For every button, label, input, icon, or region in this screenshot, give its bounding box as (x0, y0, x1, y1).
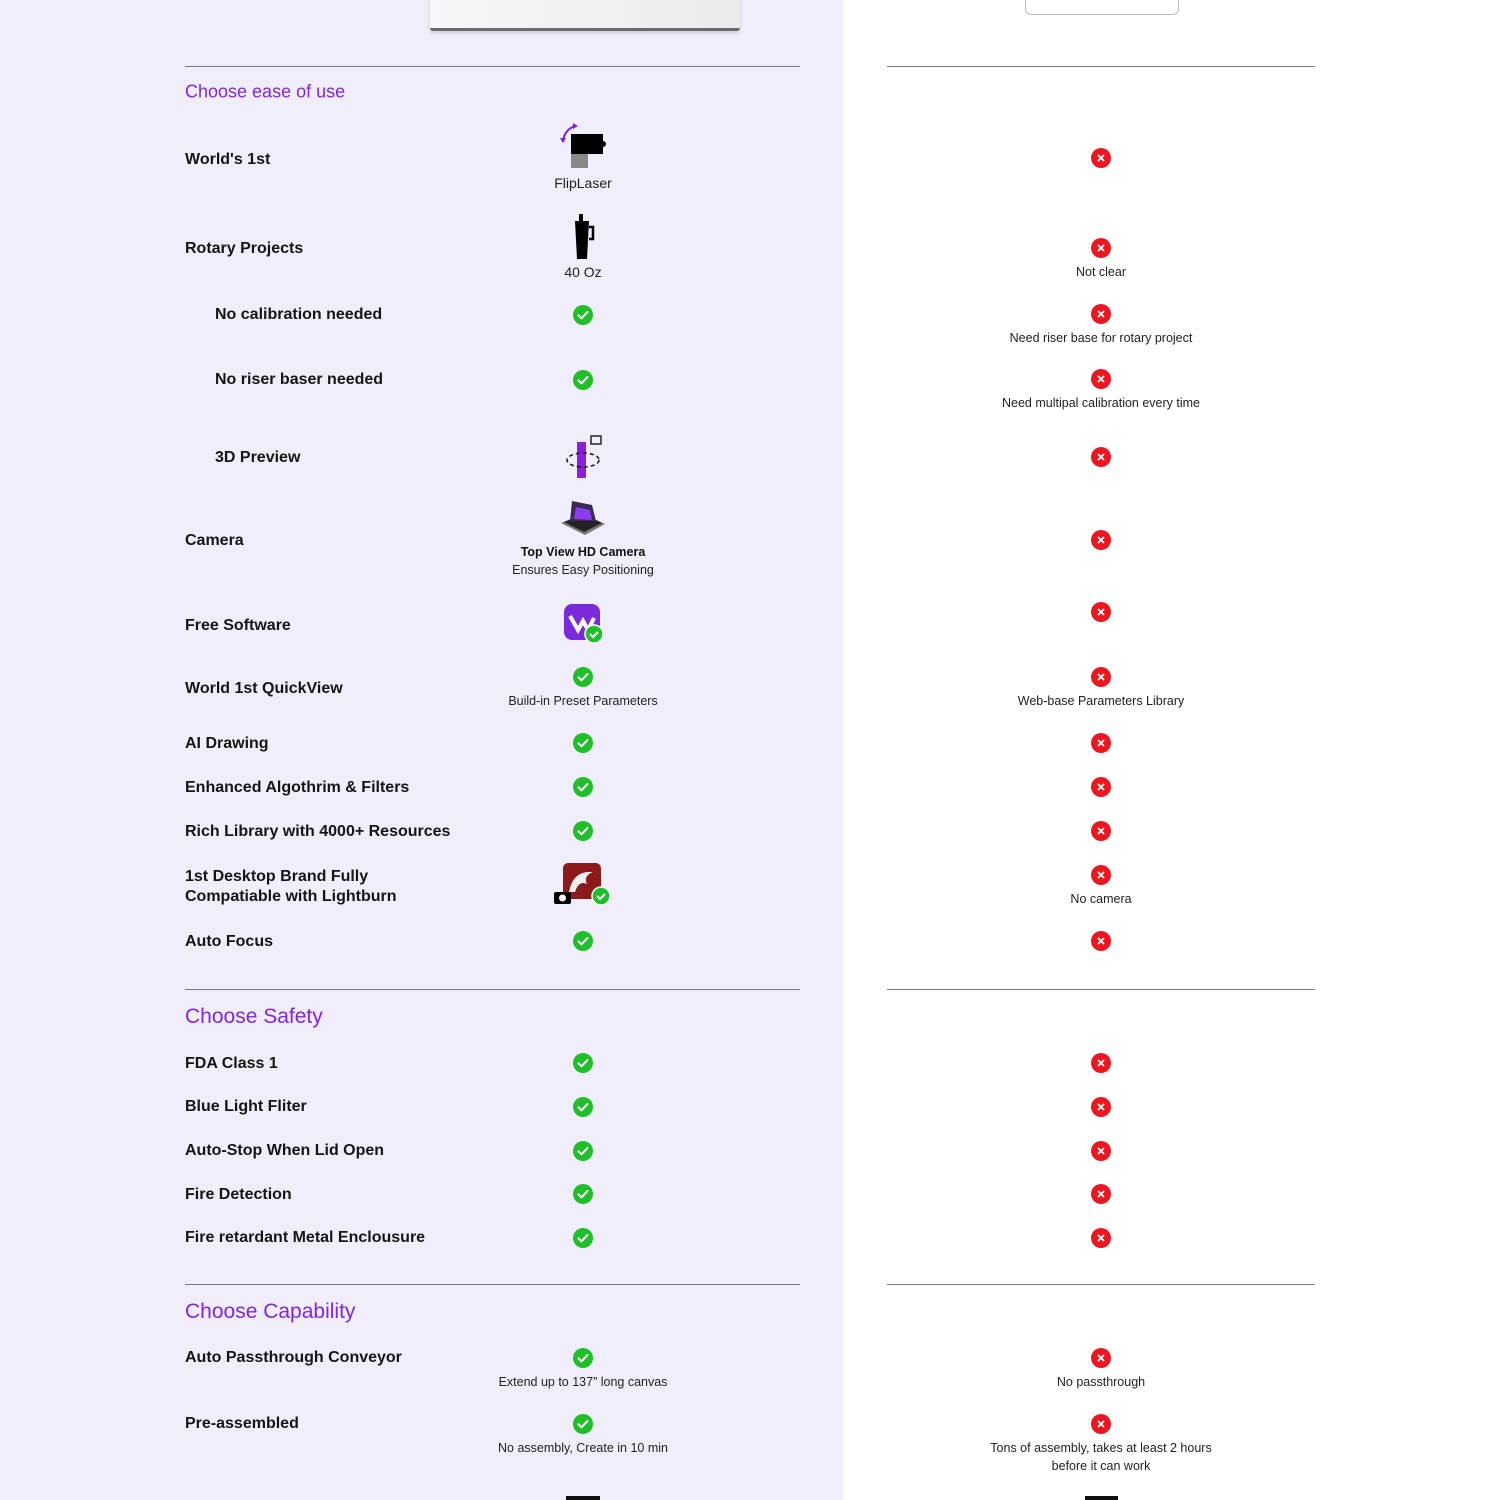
row-label: Free Software (185, 617, 291, 634)
row-label: No riser baser needed (215, 371, 384, 388)
row-label: 1st Desktop Brand Fully (185, 868, 369, 885)
competitor-note-line2: before it can work (1051, 1459, 1151, 1473)
section-divider (887, 1284, 1315, 1285)
3d-preview-icon (561, 434, 605, 480)
competitor-product-image (1025, 0, 1179, 15)
fliplaser-icon (558, 122, 608, 172)
cross-icon (1091, 1097, 1111, 1117)
check-icon (573, 1097, 593, 1117)
feature-note: No assembly, Create in 10 min (498, 1441, 668, 1455)
competitor-note: No passthrough (1056, 1375, 1146, 1389)
cross-icon (1091, 733, 1111, 753)
camera-lid-icon (558, 497, 608, 537)
cross-icon (1091, 1348, 1111, 1368)
section-divider (185, 66, 800, 67)
section-divider (887, 66, 1315, 67)
cross-icon (1091, 1053, 1111, 1073)
cross-icon (1091, 447, 1111, 467)
feature-note: Extend up to 137” long canvas (498, 1375, 668, 1389)
featured-product-panel (0, 0, 843, 1500)
cross-icon (1091, 777, 1111, 797)
competitor-note: Tons of assembly, takes at least 2 hours (990, 1441, 1212, 1455)
competitor-note: Web-base Parameters Library (1017, 694, 1185, 708)
section-divider (185, 989, 800, 990)
row-label: Auto Passthrough Conveyor (185, 1349, 402, 1366)
check-icon (573, 1184, 593, 1204)
row-label: Fire retardant Metal Enclousure (185, 1229, 426, 1246)
row-label: FDA Class 1 (185, 1055, 278, 1072)
check-icon (573, 1348, 593, 1368)
row-label: Auto-Stop When Lid Open (185, 1142, 385, 1159)
check-icon (573, 1414, 593, 1434)
cross-icon (1091, 602, 1111, 622)
check-icon (573, 777, 593, 797)
check-icon (573, 370, 593, 390)
feature-title: Top View HD Camera (520, 545, 646, 559)
row-label: Enhanced Algothrim & Filters (185, 779, 410, 796)
cross-icon (1091, 1141, 1111, 1161)
feature-note: Build-in Preset Parameters (508, 694, 658, 708)
row-label: Fire Detection (185, 1186, 292, 1203)
check-icon (573, 667, 593, 687)
cross-icon (1091, 304, 1111, 324)
row-label: AI Drawing (185, 735, 269, 752)
row-label: Auto Focus (185, 933, 273, 950)
check-icon (573, 821, 593, 841)
tumbler-icon (568, 213, 598, 261)
row-label: No calibration needed (215, 306, 383, 323)
row-label: Rotary Projects (185, 240, 304, 257)
lightburn-icon (553, 862, 613, 906)
row-label: Rich Library with 4000+ Resources (185, 823, 451, 840)
cross-icon (1091, 1228, 1111, 1248)
row-label: Pre-assembled (185, 1415, 299, 1432)
section-divider (887, 989, 1315, 990)
cross-icon (1091, 667, 1111, 687)
row-label: 3D Preview (215, 449, 301, 466)
cross-icon (1091, 238, 1111, 258)
competitor-note: No camera (1070, 892, 1132, 906)
cross-icon (1091, 369, 1111, 389)
section-heading: Choose Capability (185, 1300, 356, 1323)
next-row-icon (566, 1496, 600, 1500)
row-label: Camera (185, 532, 244, 549)
row-label-line2: Compatiable with Lightburn (185, 888, 397, 905)
row-label: World 1st QuickView (185, 680, 343, 697)
row-label: Blue Light Fliter (185, 1098, 307, 1115)
cross-icon (1091, 530, 1111, 550)
check-icon (573, 931, 593, 951)
competitor-note: Not clear (1075, 265, 1127, 279)
cross-icon (1091, 931, 1111, 951)
cross-icon (1091, 1414, 1111, 1434)
competitor-note: Need riser base for rotary project (1009, 331, 1193, 345)
competitor-note: Need multipal calibration every time (1001, 396, 1201, 410)
feature-note: FlipLaser (554, 175, 612, 191)
row-label: World's 1st (185, 151, 271, 168)
cross-icon (1091, 1184, 1111, 1204)
cross-icon (1091, 865, 1111, 885)
feature-note: 40 Oz (564, 264, 602, 280)
check-icon (573, 1228, 593, 1248)
cross-icon (1091, 821, 1111, 841)
next-row-icon (1085, 1496, 1118, 1500)
section-divider (185, 1284, 800, 1285)
section-heading: Choose ease of use (185, 81, 346, 102)
cross-icon (1091, 148, 1111, 168)
check-icon (573, 1141, 593, 1161)
software-app-icon (562, 602, 604, 644)
featured-product-image (430, 0, 740, 31)
section-heading: Choose Safety (185, 1005, 323, 1028)
feature-note: Ensures Easy Positioning (512, 563, 654, 577)
check-icon (573, 305, 593, 325)
check-icon (573, 733, 593, 753)
check-icon (573, 1053, 593, 1073)
